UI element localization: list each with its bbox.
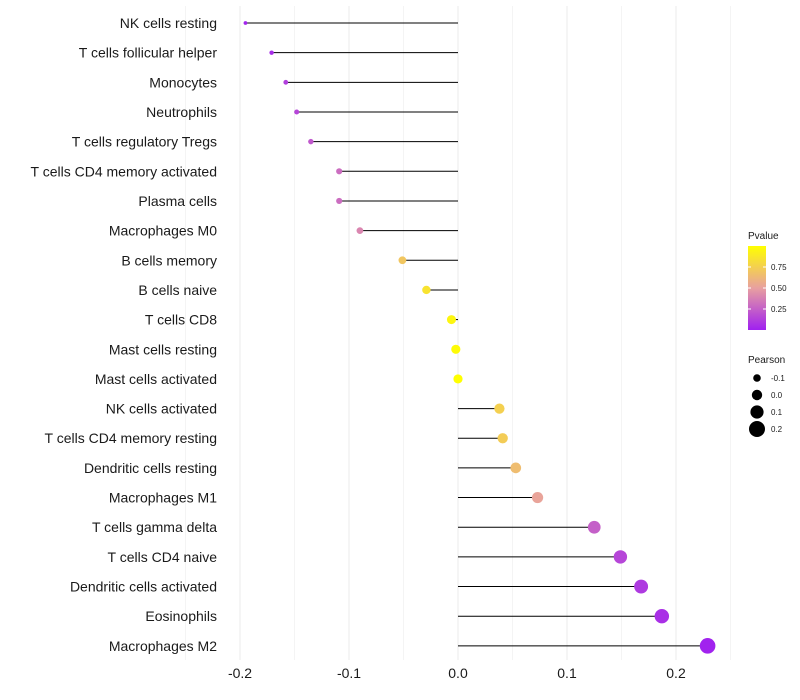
category-label: T cells CD4 memory activated — [31, 163, 217, 179]
lollipop-point — [699, 638, 716, 654]
category-label: B cells memory — [121, 252, 217, 268]
lollipop-point — [531, 491, 544, 504]
category-labels: NK cells resting T cells follicular helpe… — [31, 15, 218, 654]
lollipop-point — [453, 374, 463, 384]
x-tick-label: -0.1 — [337, 665, 361, 681]
lollipop-point — [269, 50, 274, 55]
lollipop-point — [634, 579, 649, 594]
lollipop-point — [294, 109, 300, 115]
category-label: Neutrophils — [146, 104, 217, 120]
pearson-legend-label: -0.1 — [771, 374, 785, 383]
category-label: Mast cells activated — [95, 371, 217, 387]
pvalue-colorbar — [748, 246, 766, 330]
lollipop-point — [308, 138, 314, 145]
colorbar-tick-label: 0.50 — [771, 284, 787, 293]
lollipop-point — [283, 79, 289, 85]
pearson-legend-label: 0.1 — [771, 408, 783, 417]
pvalue-legend: Pvalue 0.25 0.50 0.75 — [748, 231, 787, 330]
lollipop-point — [587, 520, 601, 534]
category-label: Macrophages M1 — [109, 490, 217, 506]
lollipop-point — [336, 168, 343, 175]
pearson-legend-key — [750, 405, 764, 419]
lollipop-point — [336, 197, 343, 205]
colorbar-tick-label: 0.75 — [771, 263, 787, 272]
lollipop-stems — [245, 22, 708, 647]
x-tick-label: 0.0 — [448, 665, 468, 681]
category-label: NK cells resting — [120, 15, 217, 31]
category-label: Dendritic cells activated — [70, 579, 217, 595]
pearson-legend-key — [749, 421, 765, 437]
x-tick-label: 0.2 — [666, 665, 686, 681]
lollipop-point — [654, 608, 670, 624]
lollipop-point — [497, 433, 508, 444]
category-label: NK cells activated — [106, 401, 217, 417]
category-label: Macrophages M2 — [109, 638, 217, 654]
category-label: B cells naive — [138, 282, 217, 298]
pvalue-legend-title: Pvalue — [748, 231, 779, 242]
pearson-legend-key — [753, 374, 761, 382]
x-axis-ticks: -0.2 -0.1 0.0 0.1 0.2 — [228, 665, 686, 681]
x-tick-label: 0.1 — [557, 665, 577, 681]
lollipop-point — [243, 21, 248, 25]
lollipop-point — [398, 256, 407, 265]
colorbar-tick-label: 0.25 — [771, 305, 787, 314]
category-label: T cells CD4 naive — [108, 549, 218, 565]
category-label: T cells CD4 memory resting — [45, 430, 217, 446]
category-label: Monocytes — [149, 74, 217, 90]
lollipop-point — [356, 227, 364, 234]
lollipop-point — [422, 285, 431, 295]
category-label: Mast cells resting — [109, 341, 217, 357]
pearson-legend-title: Pearson — [748, 355, 785, 366]
lollipop-point — [510, 462, 522, 474]
grid-lines — [185, 6, 731, 660]
category-label: Macrophages M0 — [109, 223, 217, 239]
category-label: Eosinophils — [145, 608, 217, 624]
pearson-legend-key — [751, 389, 763, 401]
category-label: Dendritic cells resting — [84, 460, 217, 476]
category-label: Plasma cells — [138, 193, 217, 209]
lollipop-point — [494, 403, 505, 414]
category-label: T cells CD8 — [145, 312, 217, 328]
pearson-legend-label: 0.2 — [771, 425, 783, 434]
lollipop-points — [243, 21, 716, 654]
category-label: T cells regulatory Tregs — [72, 134, 217, 150]
category-label: T cells gamma delta — [92, 519, 217, 535]
x-tick-label: -0.2 — [228, 665, 252, 681]
pearson-legend: Pearson -0.1 0.0 0.1 0.2 — [748, 355, 785, 437]
lollipop-point — [451, 344, 461, 354]
lollipop-point — [446, 315, 456, 325]
lollipop-point — [613, 550, 628, 564]
pearson-legend-label: 0.0 — [771, 391, 783, 400]
category-label: T cells follicular helper — [79, 45, 218, 61]
